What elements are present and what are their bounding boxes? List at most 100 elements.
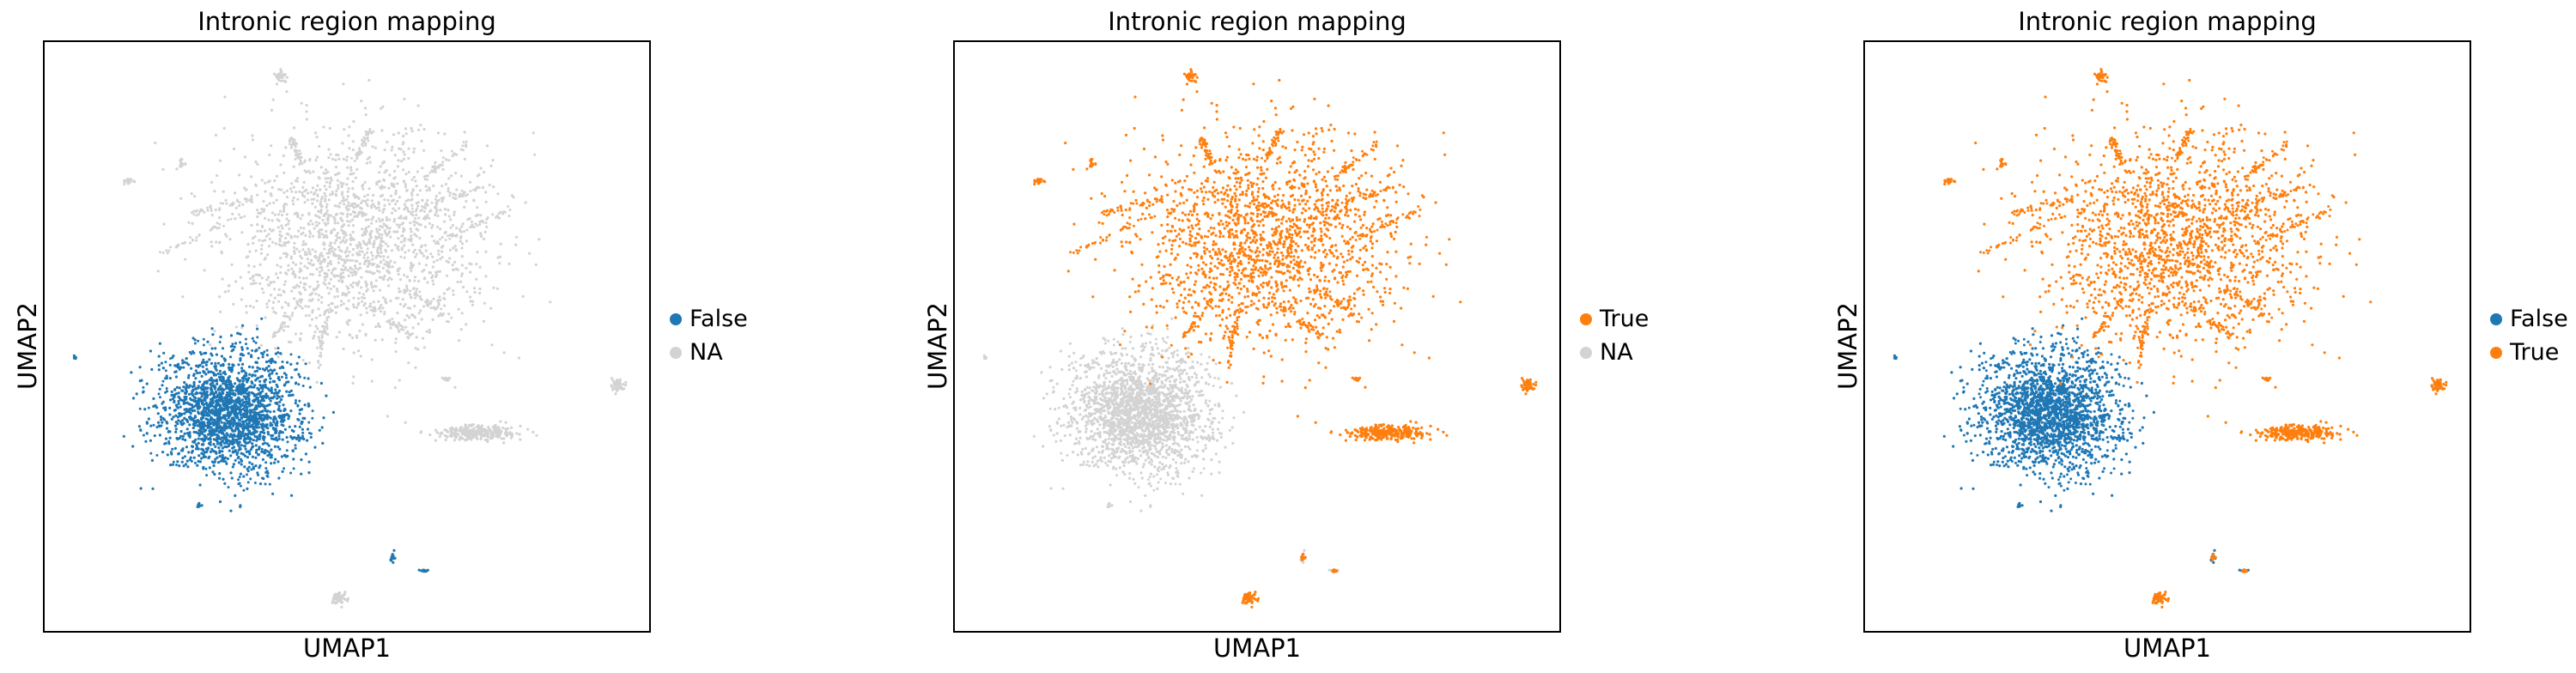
data-point xyxy=(210,327,214,330)
data-point xyxy=(345,258,349,262)
data-point xyxy=(386,256,390,259)
data-point xyxy=(216,409,220,412)
data-point xyxy=(381,210,385,214)
data-point xyxy=(285,90,289,94)
data-point xyxy=(306,191,310,195)
data-point xyxy=(307,460,311,464)
data-point xyxy=(289,142,292,146)
data-point xyxy=(217,476,222,480)
data-point xyxy=(323,185,326,188)
data-point xyxy=(278,75,282,78)
data-point xyxy=(374,279,378,282)
data-point xyxy=(441,167,445,171)
data-point xyxy=(289,138,292,142)
data-point xyxy=(276,213,281,216)
data-point xyxy=(245,188,248,191)
data-point xyxy=(316,194,319,197)
data-point xyxy=(524,201,527,204)
data-point xyxy=(617,386,620,390)
data-point xyxy=(316,361,320,364)
data-point xyxy=(439,312,442,315)
data-point xyxy=(279,163,283,167)
data-point xyxy=(234,400,238,403)
data-point xyxy=(139,487,143,490)
data-point xyxy=(268,202,271,205)
data-point xyxy=(417,216,421,220)
data-point xyxy=(295,151,298,155)
data-point xyxy=(611,377,614,380)
data-point xyxy=(311,222,314,226)
data-point xyxy=(390,182,393,185)
data-point xyxy=(248,373,252,376)
data-point xyxy=(168,363,172,367)
data-point xyxy=(247,365,252,368)
data-point xyxy=(270,211,274,215)
data-point xyxy=(249,438,252,441)
data-point xyxy=(406,336,410,339)
data-point xyxy=(424,249,428,252)
data-point xyxy=(250,355,252,359)
data-point xyxy=(349,270,353,275)
data-point xyxy=(349,173,352,176)
data-point xyxy=(242,475,246,478)
data-point xyxy=(343,235,346,239)
data-point xyxy=(357,349,361,353)
data-point xyxy=(394,203,398,206)
data-point xyxy=(228,366,232,369)
data-point xyxy=(272,391,276,395)
data-point xyxy=(234,342,238,345)
data-point xyxy=(361,323,365,326)
data-point xyxy=(299,217,302,221)
data-point xyxy=(232,463,235,466)
data-point xyxy=(218,411,222,415)
data-point xyxy=(410,269,413,272)
data-point xyxy=(364,218,368,221)
data-point xyxy=(251,138,255,142)
data-point xyxy=(273,288,276,291)
data-point xyxy=(264,425,267,428)
data-point xyxy=(303,243,307,246)
data-point xyxy=(274,458,277,461)
data-point xyxy=(257,356,260,360)
data-point xyxy=(368,262,371,265)
data-point xyxy=(224,460,228,464)
data-point xyxy=(405,284,409,288)
data-point xyxy=(420,430,423,434)
data-point xyxy=(162,351,166,355)
data-point xyxy=(177,412,181,415)
data-point xyxy=(193,195,197,198)
data-point xyxy=(443,428,447,432)
data-point xyxy=(329,153,332,156)
data-point xyxy=(228,401,232,404)
data-point xyxy=(398,207,401,210)
data-point xyxy=(423,300,427,304)
data-point xyxy=(154,141,157,145)
data-point xyxy=(185,361,189,365)
data-point xyxy=(228,368,231,372)
data-point xyxy=(284,373,288,377)
data-point xyxy=(276,460,280,464)
data-point xyxy=(465,266,468,270)
data-point xyxy=(437,314,440,318)
data-point xyxy=(370,286,374,289)
data-point xyxy=(316,184,319,187)
data-point xyxy=(257,452,260,456)
data-point xyxy=(284,252,288,255)
data-point xyxy=(252,264,256,269)
data-point xyxy=(276,294,280,297)
data-point xyxy=(301,299,304,301)
data-point xyxy=(198,460,202,464)
data-point xyxy=(230,435,234,439)
data-point xyxy=(325,252,329,255)
data-point xyxy=(321,324,325,328)
data-point xyxy=(293,241,296,245)
data-point xyxy=(240,348,244,351)
data-point xyxy=(235,415,239,418)
data-point xyxy=(246,456,250,459)
data-point xyxy=(281,361,284,363)
data-point xyxy=(449,434,453,438)
data-point xyxy=(270,108,273,112)
data-point xyxy=(307,213,311,216)
data-point xyxy=(316,215,319,218)
data-point xyxy=(246,403,250,406)
